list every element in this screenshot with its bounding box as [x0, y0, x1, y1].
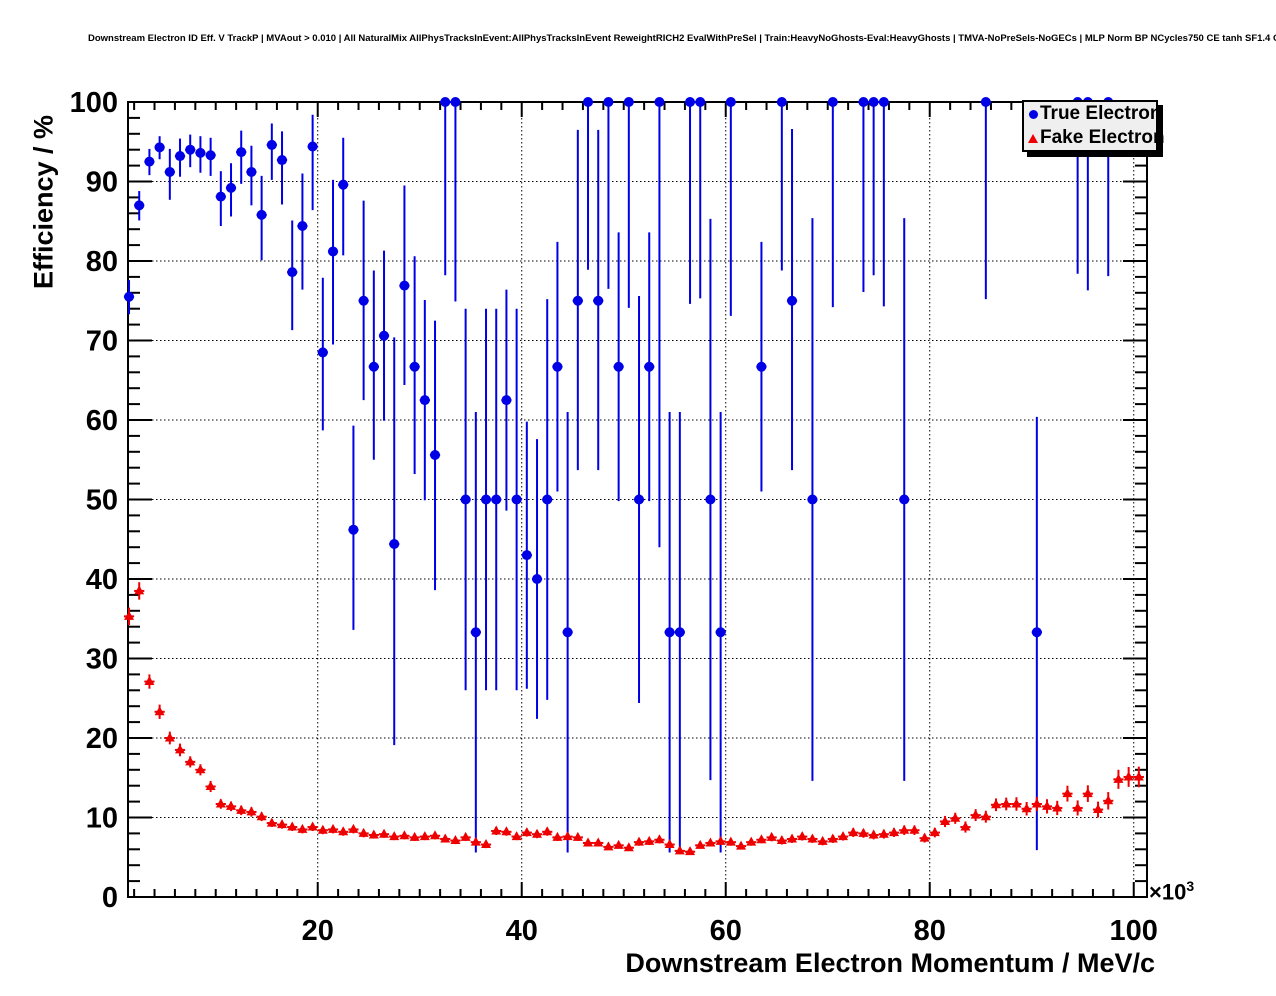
series-true-electron: [123, 97, 1114, 853]
y-tick-labels: 0 10 20 30 40 50 60 70 80 90 100: [70, 87, 118, 914]
axis-ticks: [128, 101, 1147, 898]
svg-text:80: 80: [86, 246, 118, 278]
svg-text:0: 0: [102, 882, 118, 914]
legend: True Electron Fake Electron: [1022, 100, 1165, 152]
legend-label-true-electron: True Electron: [1040, 103, 1162, 124]
svg-text:20: 20: [302, 915, 334, 947]
true-electron-marker-icon: [1026, 109, 1040, 119]
svg-text:90: 90: [86, 167, 118, 199]
svg-text:50: 50: [86, 485, 118, 517]
x-tick-labels: 20 40 60 80 100: [302, 915, 1158, 947]
svg-text:10: 10: [86, 803, 118, 835]
svg-text:20: 20: [86, 723, 118, 755]
svg-text:100: 100: [70, 87, 118, 119]
svg-text:60: 60: [710, 915, 742, 947]
legend-item-fake-electron: Fake Electron: [1024, 126, 1165, 150]
svg-text:100: 100: [1110, 915, 1158, 947]
svg-text:40: 40: [86, 564, 118, 596]
plot-title: Downstream Electron ID Eff. V TrackP | M…: [88, 33, 1276, 44]
legend-label-fake-electron: Fake Electron: [1040, 127, 1165, 148]
fake-electron-marker-icon: [1026, 133, 1040, 143]
x-axis-title: Downstream Electron Momentum / MeV/c: [625, 948, 1155, 978]
svg-text:40: 40: [506, 915, 538, 947]
y-axis-title: Efficiency / %: [28, 114, 59, 290]
svg-text:30: 30: [86, 644, 118, 676]
legend-item-true-electron: True Electron: [1024, 102, 1161, 126]
svg-text:70: 70: [86, 326, 118, 358]
x-axis-exponent: ×103: [1149, 878, 1194, 905]
exponent-power: 3: [1186, 878, 1195, 894]
series-fake-electron: [123, 582, 1144, 856]
svg-text:60: 60: [86, 405, 118, 437]
exponent-base: ×10: [1149, 879, 1187, 905]
svg-text:80: 80: [914, 915, 946, 947]
